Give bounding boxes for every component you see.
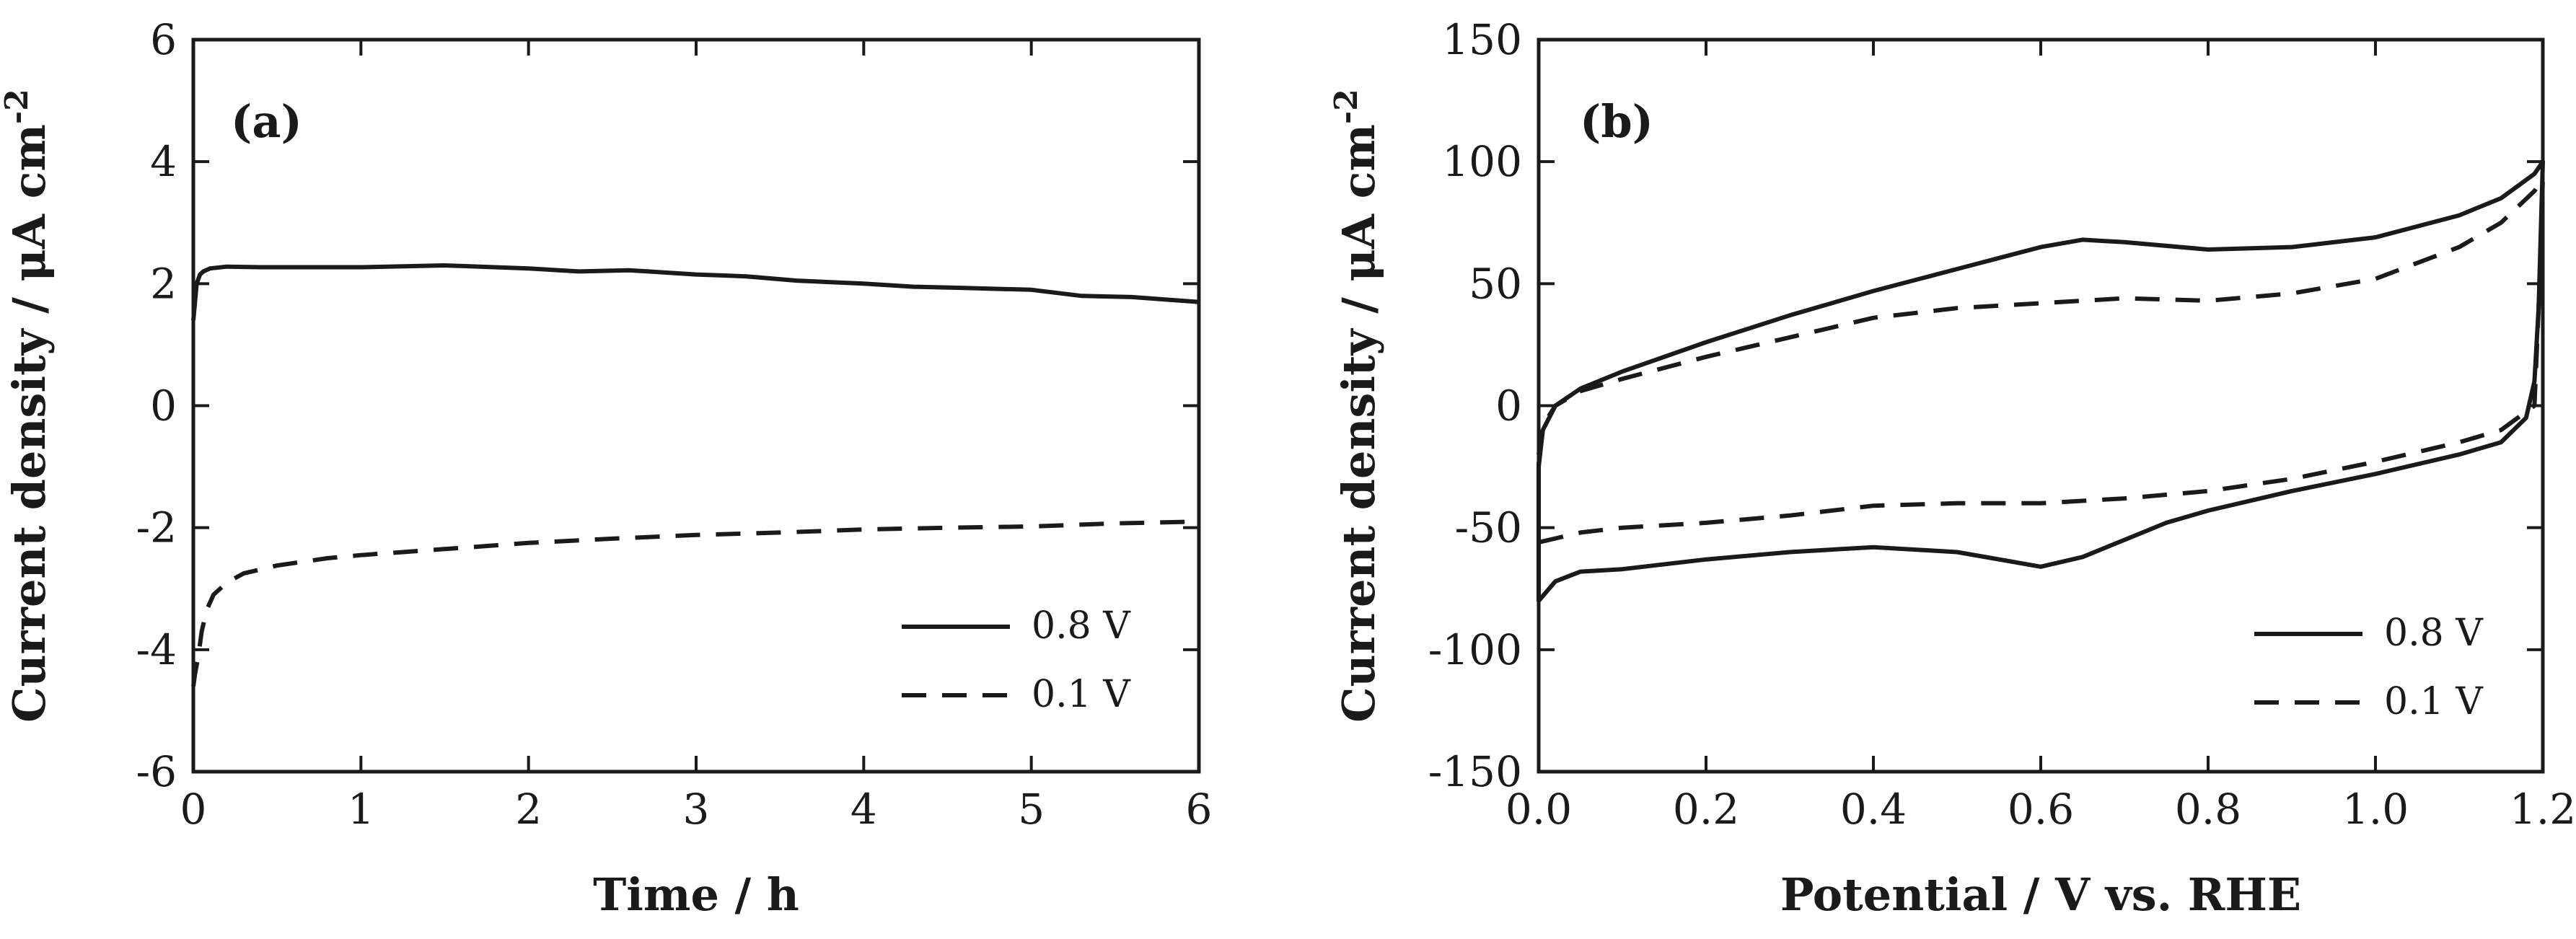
panel-b-y-tick-label: 150 [1442, 15, 1522, 64]
panel-a-y-tick-label: 0 [150, 382, 177, 431]
panel-b-x-tick-label: 0.6 [2008, 785, 2074, 834]
panel-a-series-line-2 [191, 519, 1200, 687]
panel-a-x-tick-label: 2 [515, 785, 542, 834]
panel-b-x-tick-label: 1.2 [2510, 785, 2576, 834]
panel-b: 0.0 0.2 0.4 0.6 0.8 1.0 1.2 -150 -100 -50 0 50 100 15… [1328, 15, 2576, 921]
panel-b-x-tick-label: 0.8 [2175, 785, 2241, 834]
panel-b-plot-frame [1537, 38, 2545, 774]
panel-a-y-tick-label: -4 [136, 625, 177, 674]
panel-a-y-tick-label: -2 [136, 503, 177, 552]
panel-b-x-tick-label: 0.4 [1840, 785, 1907, 834]
panel-a-x-tick-label: 4 [850, 785, 877, 834]
panel-b-y-tick-label: -100 [1428, 625, 1522, 674]
panel-a-x-tick-label: 1 [348, 785, 374, 834]
panel-a-x-tick-label: 0 [180, 785, 207, 834]
panel-a-y-tick-label: 6 [150, 15, 177, 64]
panel-b-y-tick-label: 0 [1495, 382, 1522, 431]
panel-a-x-axis-title: Time / h [593, 868, 799, 921]
panel-a-legend-label-1: 0.8 V [1032, 604, 1131, 648]
panel-b-y-axis-title: Current density / μA cm-2 [1328, 89, 1385, 723]
panel-b-y-axis-title-superscript: -2 [1328, 89, 1365, 124]
panel-b-y-axis-title-main: Current density / μA cm [1332, 124, 1385, 723]
panel-a-y-axis-title-main: Current density / μA cm [3, 124, 56, 723]
panel-a-y-axis-title: Current density / μA cm-2 [0, 89, 56, 723]
panel-a-series-line-1 [191, 263, 1200, 321]
panel-b-x-tick-label: 1.0 [2342, 785, 2409, 834]
panel-a-plot-frame [191, 38, 1201, 774]
panel-b-y-tick-label: -150 [1428, 747, 1522, 796]
panel-a-panel-label: (a) [231, 95, 302, 148]
panel-b-panel-label: (b) [1580, 95, 1653, 148]
panel-b-series-line-1 [1537, 159, 2545, 604]
panel-b-y-tick-label: 50 [1469, 259, 1522, 308]
panel-a-y-tick-label: 2 [150, 259, 177, 308]
panel-a-x-tick-label: 5 [1018, 785, 1045, 834]
panel-a: 0 1 2 3 4 5 6 -6 -4 -2 0 2 4 6 Time / h Current density… [0, 15, 1212, 921]
panel-b-legend-label-2: 0.1 V [2384, 680, 2484, 723]
panel-b-y-tick-label: -50 [1455, 503, 1522, 552]
panel-a-x-tick-label: 3 [683, 785, 710, 834]
panel-a-y-tick-label: 4 [150, 137, 177, 186]
panel-a-x-tick-label: 6 [1186, 785, 1213, 834]
panel-b-x-axis-title: Potential / V vs. RHE [1780, 868, 2301, 921]
panel-a-y-tick-label: -6 [136, 747, 177, 796]
panel-a-legend-label-2: 0.1 V [1032, 673, 1131, 716]
panel-b-y-tick-label: 100 [1442, 137, 1522, 186]
panel-b-x-tick-label: 0.0 [1505, 785, 1572, 834]
panel-b-legend-label-1: 0.8 V [2384, 612, 2484, 655]
panel-a-y-axis-title-superscript: -2 [0, 89, 35, 124]
panel-b-x-tick-label: 0.2 [1673, 785, 1739, 834]
